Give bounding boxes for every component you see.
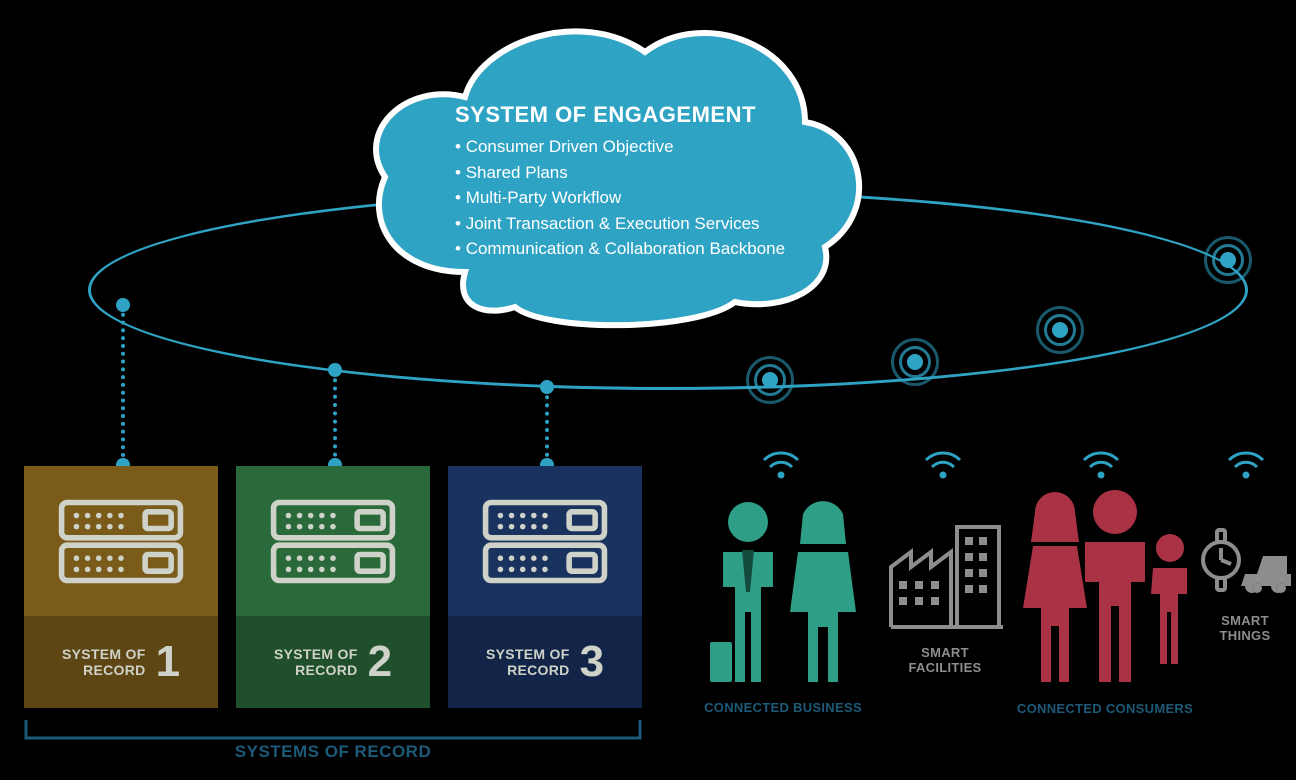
record-number: 1: [156, 637, 180, 687]
server-icon: [56, 494, 186, 589]
record-number: 2: [368, 637, 392, 687]
cloud-title: SYSTEM OF ENGAGEMENT: [455, 102, 835, 128]
system-of-record-card: SYSTEM OFRECORD 3: [448, 466, 642, 708]
record-label: SYSTEM OFRECORD: [62, 646, 146, 678]
entity-smart-things: SMARTTHINGS: [1195, 520, 1295, 643]
orbit-connector: [545, 387, 549, 465]
systems-of-record-row: SYSTEM OFRECORD 1 SYSTEM OFRECORD 2: [24, 466, 642, 708]
cloud-bullet: Consumer Driven Objective: [455, 134, 835, 160]
system-of-record-card: SYSTEM OFRECORD 1: [24, 466, 218, 708]
records-group-label: SYSTEMS OF RECORD: [24, 742, 642, 762]
entity-label: SMARTTHINGS: [1195, 613, 1295, 643]
cloud-bullet: Communication & Collaboration Backbone: [455, 236, 835, 262]
cloud-bullet: Joint Transaction & Execution Services: [455, 211, 835, 237]
entity-connected-consumers: CONNECTED CONSUMERS: [1010, 488, 1200, 716]
records-bracket: SYSTEMS OF RECORD: [24, 718, 642, 763]
orbit-connector: [121, 305, 125, 465]
record-label: SYSTEM OFRECORD: [486, 646, 570, 678]
connector-node-icon: [540, 380, 554, 394]
record-label: SYSTEM OFRECORD: [274, 646, 358, 678]
connector-node-icon: [328, 363, 342, 377]
entity-connected-business: CONNECTED BUSINESS: [688, 492, 878, 715]
cloud-bullet: Multi-Party Workflow: [455, 185, 835, 211]
entity-label: CONNECTED BUSINESS: [688, 700, 878, 715]
cloud-bullet: Shared Plans: [455, 160, 835, 186]
entity-smart-facilities: SMARTFACILITIES: [880, 507, 1010, 675]
server-icon: [268, 494, 398, 589]
entity-label: SMARTFACILITIES: [880, 645, 1010, 675]
connector-node-icon: [116, 298, 130, 312]
server-icon: [480, 494, 610, 589]
wifi-icon: [1080, 448, 1122, 480]
wifi-icon: [1225, 448, 1267, 480]
wifi-icon: [922, 448, 964, 480]
cloud-bullet-list: Consumer Driven Objective Shared Plans M…: [455, 134, 835, 262]
engagement-cloud: SYSTEM OF ENGAGEMENT Consumer Driven Obj…: [335, 12, 875, 332]
entity-label: CONNECTED CONSUMERS: [1010, 701, 1200, 716]
wifi-icon: [760, 448, 802, 480]
record-number: 3: [580, 637, 604, 687]
orbit-connector: [333, 370, 337, 465]
system-of-record-card: SYSTEM OFRECORD 2: [236, 466, 430, 708]
